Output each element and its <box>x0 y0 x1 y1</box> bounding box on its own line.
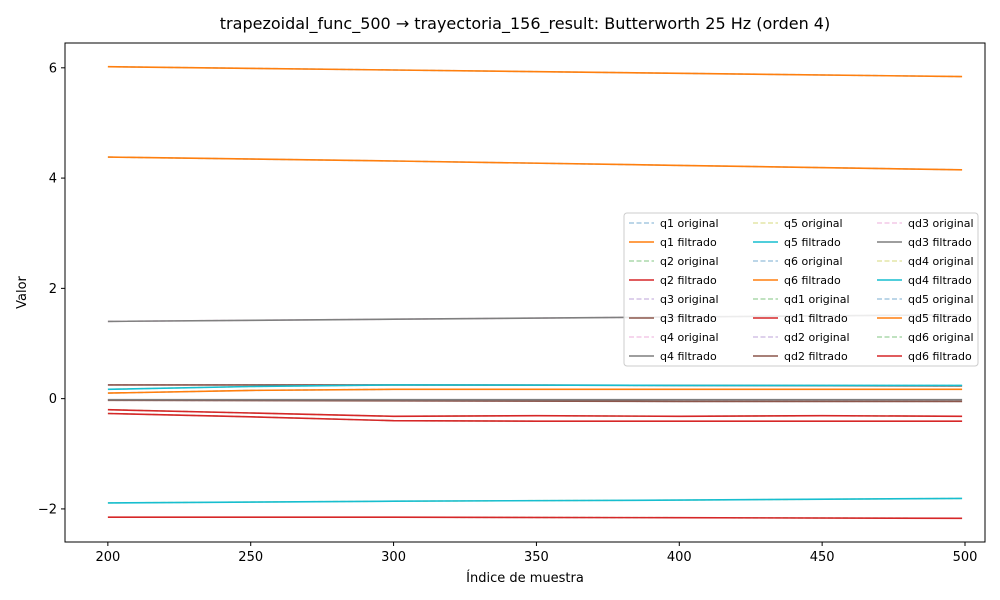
legend-label-qd3-original: qd3 original <box>908 217 974 230</box>
legend-label-qd2-original: qd2 original <box>784 331 850 344</box>
series-line-q6-filtrado <box>107 156 963 171</box>
plot-frame <box>64 42 986 543</box>
chart-title: trapezoidal_func_500 → trayectoria_156_r… <box>220 14 830 34</box>
y-tick-label: 0 <box>49 392 57 407</box>
series-line-q5-filtrado <box>107 497 963 504</box>
legend-label-q5-filtrado: q5 filtrado <box>784 236 841 249</box>
legend-label-q3-filtrado: q3 filtrado <box>660 312 717 325</box>
x-tick-label: 250 <box>238 550 263 565</box>
legend-label-q1-original: q1 original <box>660 217 719 230</box>
x-tick-label: 350 <box>524 550 549 565</box>
y-tick-label: 6 <box>49 61 57 76</box>
x-axis: 200 250 300 350 400 450 500 <box>95 542 977 565</box>
legend-label-qd5-original: qd5 original <box>908 293 974 306</box>
legend-label-qd3-filtrado: qd3 filtrado <box>908 236 972 249</box>
series-line-qd4-filtrado <box>107 384 963 391</box>
y-tick-label: −2 <box>38 502 57 517</box>
legend-label-q2-filtrado: q2 filtrado <box>660 274 717 287</box>
legend-label-qd6-original: qd6 original <box>908 331 974 344</box>
legend-label-qd4-filtrado: qd4 filtrado <box>908 274 972 287</box>
legend-label-qd6-filtrado: qd6 filtrado <box>908 350 972 363</box>
series-line-qd6-filtrado <box>107 516 963 520</box>
series-line-q3-filtrado <box>107 399 963 403</box>
legend-label-q2-original: q2 original <box>660 255 719 268</box>
legend-label-q6-original: q6 original <box>784 255 843 268</box>
legend-label-qd2-filtrado: qd2 filtrado <box>784 350 848 363</box>
legend-label-qd5-filtrado: qd5 filtrado <box>908 312 972 325</box>
x-tick-label: 450 <box>810 550 835 565</box>
series-line-qd5-filtrado <box>107 388 963 394</box>
x-tick-label: 500 <box>953 550 978 565</box>
legend-label-qd4-original: qd4 original <box>908 255 974 268</box>
y-tick-label: 2 <box>49 282 57 297</box>
series-line-q1-filtrado <box>107 65 963 78</box>
y-axis-title: Valor <box>15 275 30 308</box>
legend-box <box>623 212 979 367</box>
plot-lines <box>107 65 963 520</box>
legend-label-q3-original: q3 original <box>660 293 719 306</box>
x-tick-label: 400 <box>667 550 692 565</box>
series-line-q2-filtrado <box>107 408 963 418</box>
y-axis: −2 0 2 4 6 <box>38 61 65 517</box>
legend-label-qd1-original: qd1 original <box>784 293 850 306</box>
legend-label-q4-original: q4 original <box>660 331 719 344</box>
legend-label-q5-original: q5 original <box>784 217 843 230</box>
series-line-qd1-original <box>107 412 963 422</box>
legend-label-q1-filtrado: q1 filtrado <box>660 236 717 249</box>
x-tick-label: 200 <box>95 550 120 565</box>
series-line-qd1-filtrado <box>107 412 963 423</box>
legend-label-q4-filtrado: q4 filtrado <box>660 350 717 363</box>
legend-label-qd1-filtrado: qd1 filtrado <box>784 312 848 325</box>
x-axis-title: Índice de muestra <box>466 570 584 586</box>
y-tick-label: 4 <box>49 172 57 187</box>
legend: q1 original q1 filtrado q2 original q2 filt… <box>623 212 979 367</box>
legend-label-q6-filtrado: q6 filtrado <box>784 274 841 287</box>
x-tick-label: 300 <box>381 550 406 565</box>
